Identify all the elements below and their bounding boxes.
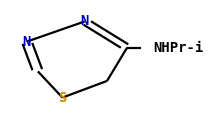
Text: N: N (23, 35, 31, 49)
Text: NHPr-i: NHPr-i (153, 41, 204, 55)
Text: S: S (58, 91, 67, 105)
Text: N: N (81, 14, 89, 28)
